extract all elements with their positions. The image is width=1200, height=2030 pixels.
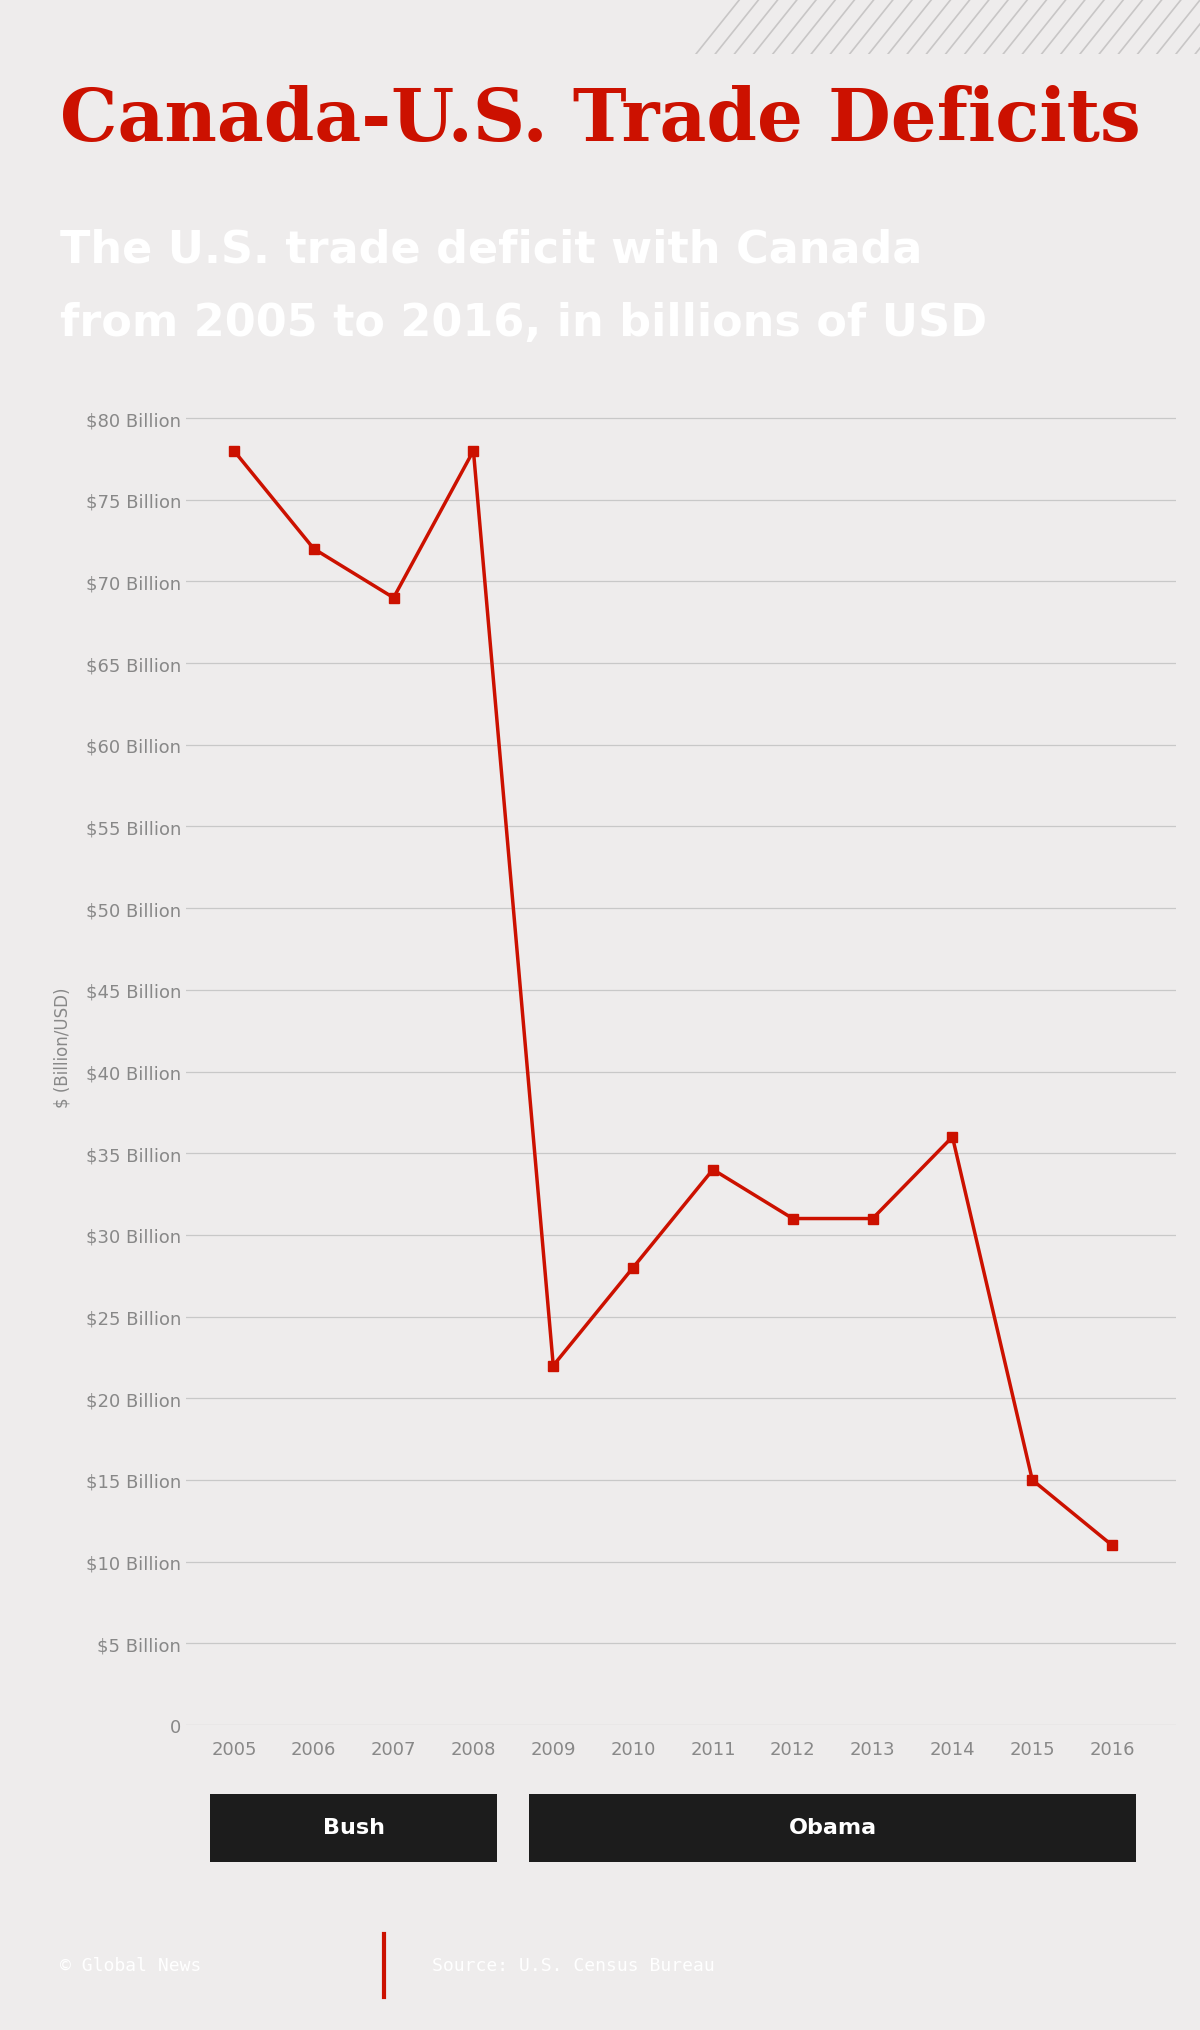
Text: 2007: 2007: [371, 1740, 416, 1758]
Text: The U.S. trade deficit with Canada: The U.S. trade deficit with Canada: [60, 227, 923, 272]
Text: 2015: 2015: [1009, 1740, 1055, 1758]
Text: 2008: 2008: [451, 1740, 496, 1758]
Text: from 2005 to 2016, in billions of USD: from 2005 to 2016, in billions of USD: [60, 302, 988, 345]
Text: 2013: 2013: [850, 1740, 895, 1758]
Text: Source: U.S. Census Bureau: Source: U.S. Census Bureau: [432, 1957, 715, 1973]
Text: Bush: Bush: [323, 1817, 385, 1837]
Text: 2010: 2010: [611, 1740, 655, 1758]
Text: 2006: 2006: [292, 1740, 336, 1758]
Text: Obama: Obama: [788, 1817, 877, 1837]
Bar: [529, 1795, 1136, 1862]
Text: © Global News: © Global News: [60, 1957, 202, 1973]
Y-axis label: $ (Billion/USD): $ (Billion/USD): [54, 987, 72, 1108]
Text: 2012: 2012: [770, 1740, 816, 1758]
Text: Canada-U.S. Trade Deficits: Canada-U.S. Trade Deficits: [60, 85, 1141, 156]
Text: 2005: 2005: [211, 1740, 257, 1758]
Text: 2009: 2009: [530, 1740, 576, 1758]
Text: 2011: 2011: [690, 1740, 736, 1758]
Bar: [210, 1795, 497, 1862]
Text: 2014: 2014: [930, 1740, 976, 1758]
Text: 2016: 2016: [1090, 1740, 1135, 1758]
